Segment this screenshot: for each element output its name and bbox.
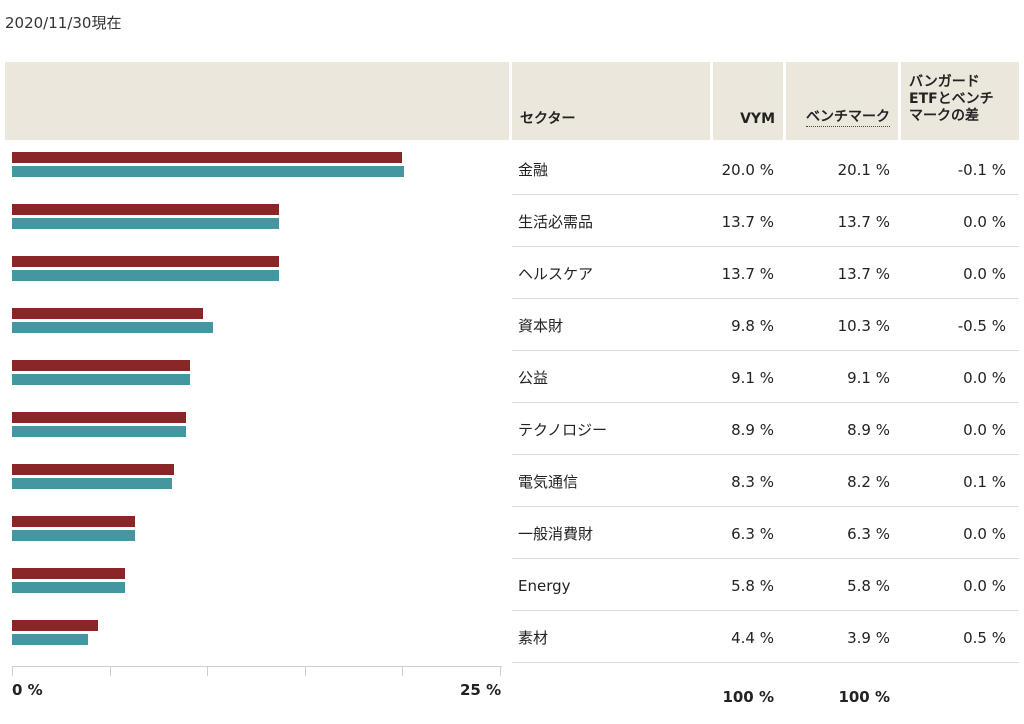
benchmark-bar <box>12 426 186 437</box>
diff-value: 0.0 % <box>963 577 1006 595</box>
sector-cell: 素材 <box>518 629 549 647</box>
vym-value: 9.1 % <box>731 369 774 387</box>
benchmark-value: 9.1 % <box>847 369 890 387</box>
axis-tick <box>109 666 111 676</box>
vym-value: 5.8 % <box>731 577 774 595</box>
vym-value: 6.3 % <box>731 525 774 543</box>
axis-tick <box>207 666 209 676</box>
diff-value: -0.1 % <box>957 161 1006 179</box>
diff-value: 0.0 % <box>963 525 1006 543</box>
diff-value: 0.0 % <box>963 213 1006 231</box>
row-divider <box>512 194 1019 195</box>
row-divider <box>512 558 1019 559</box>
diff-value: 0.1 % <box>963 473 1006 491</box>
axis-tick <box>402 666 404 676</box>
sector-cell: 一般消費財 <box>518 525 594 543</box>
axis-max-label: 25 % <box>460 681 502 699</box>
header-chart-cell <box>5 62 509 140</box>
vym-value: 4.4 % <box>731 629 774 647</box>
header-diff-line3: マークの差 <box>909 108 979 124</box>
row-divider <box>512 506 1019 507</box>
diff-value: 0.5 % <box>963 629 1006 647</box>
vym-bar <box>12 308 204 319</box>
diff-value: -0.5 % <box>957 317 1006 335</box>
header-vym: VYM <box>740 111 775 127</box>
axis-min-label: 0 % <box>12 681 43 699</box>
vym-bar <box>12 412 186 423</box>
row-divider <box>512 610 1019 611</box>
diff-value: 0.0 % <box>963 421 1006 439</box>
total-vym: 100 % <box>722 688 774 706</box>
sector-cell: 公益 <box>518 369 549 387</box>
axis-tick <box>12 666 13 676</box>
total-benchmark: 100 % <box>838 688 890 706</box>
benchmark-value: 10.3 % <box>837 317 890 335</box>
chart-axis <box>12 666 502 667</box>
axis-tick <box>304 666 306 676</box>
benchmark-bar <box>12 322 214 333</box>
benchmark-bar <box>12 270 280 281</box>
sector-cell: ヘルスケア <box>518 265 594 283</box>
diff-value: 0.0 % <box>963 265 1006 283</box>
row-divider <box>512 454 1019 455</box>
vym-bar <box>12 464 175 475</box>
benchmark-bar <box>12 582 126 593</box>
vym-value: 13.7 % <box>721 213 774 231</box>
vym-bar <box>12 620 98 631</box>
axis-tick <box>500 666 501 676</box>
sector-cell: テクノロジー <box>518 421 608 439</box>
vym-value: 20.0 % <box>721 161 774 179</box>
benchmark-value: 20.1 % <box>837 161 890 179</box>
vym-value: 8.9 % <box>731 421 774 439</box>
header-diff-cell: バンガード ETFとベンチ マークの差 <box>901 62 1019 140</box>
row-divider <box>512 662 1019 663</box>
benchmark-value: 13.7 % <box>837 213 890 231</box>
vym-bar <box>12 256 280 267</box>
benchmark-value: 8.9 % <box>847 421 890 439</box>
vym-value: 13.7 % <box>721 265 774 283</box>
row-divider <box>512 350 1019 351</box>
row-divider <box>512 246 1019 247</box>
vym-bar <box>12 568 126 579</box>
benchmark-bar <box>12 530 135 541</box>
vym-bar <box>12 152 403 163</box>
header-diff-line1: バンガード <box>909 74 980 90</box>
benchmark-value: 3.9 % <box>847 629 890 647</box>
sector-cell: 生活必需品 <box>518 213 594 231</box>
header-vym-cell: VYM <box>713 62 783 140</box>
benchmark-bar <box>12 166 405 177</box>
sector-cell: Energy <box>518 577 571 595</box>
benchmark-bar <box>12 374 190 385</box>
header-sector-cell: セクター <box>512 62 710 140</box>
vym-bar <box>12 204 280 215</box>
vym-bar <box>12 360 190 371</box>
sector-cell: 電気通信 <box>518 473 579 491</box>
vym-value: 8.3 % <box>731 473 774 491</box>
header-diff-line2: ETFとベンチ <box>909 91 994 107</box>
benchmark-bar <box>12 478 173 489</box>
vym-value: 9.8 % <box>731 317 774 335</box>
as-of-date: 2020/11/30現在 <box>5 14 122 32</box>
row-divider <box>512 298 1019 299</box>
benchmark-bar <box>12 218 280 229</box>
header-benchmark[interactable]: ベンチマーク <box>806 109 890 127</box>
row-divider <box>512 402 1019 403</box>
benchmark-value: 13.7 % <box>837 265 890 283</box>
vym-bar <box>12 516 135 527</box>
sector-cell: 金融 <box>518 161 549 179</box>
header-benchmark-cell: ベンチマーク <box>786 62 898 140</box>
header-sector: セクター <box>520 111 576 127</box>
benchmark-value: 5.8 % <box>847 577 890 595</box>
diff-value: 0.0 % <box>963 369 1006 387</box>
benchmark-bar <box>12 634 89 645</box>
benchmark-value: 6.3 % <box>847 525 890 543</box>
benchmark-value: 8.2 % <box>847 473 890 491</box>
sector-cell: 資本財 <box>518 317 564 335</box>
